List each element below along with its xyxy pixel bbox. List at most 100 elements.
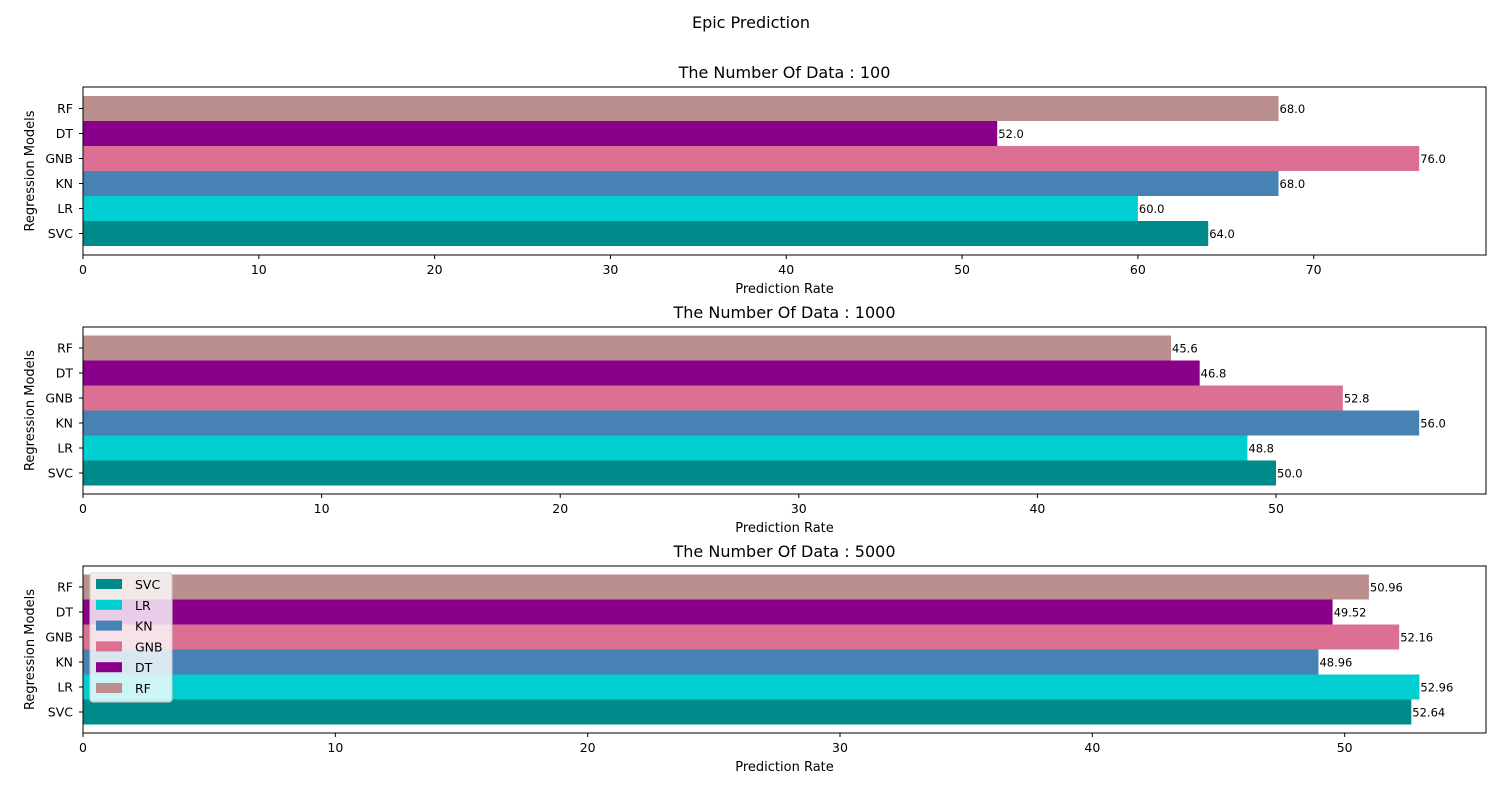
x-tick-label: 40 [1084, 740, 1100, 755]
bar-value-label: 76.0 [1420, 152, 1446, 166]
axes-frame [82, 326, 1487, 495]
legend-label: RF [135, 681, 151, 696]
y-tick-label: RF [57, 580, 73, 595]
bar-lr [83, 196, 1138, 221]
bar-gnb [83, 385, 1343, 411]
axes-frame [82, 565, 1487, 734]
bar-kn [83, 649, 1319, 675]
y-tick-label: SVC [48, 226, 73, 241]
x-tick-label: 30 [832, 740, 848, 755]
x-tick-label: 30 [602, 262, 618, 277]
y-tick-label: KN [55, 416, 73, 431]
legend-box [89, 572, 173, 703]
y-tick-label: SVC [48, 466, 73, 481]
x-tick-label: 0 [79, 740, 87, 755]
bar-kn [83, 410, 1420, 436]
legend-swatch-rf [96, 683, 122, 693]
bar-rf [83, 574, 1369, 600]
legend-swatch-lr [96, 599, 122, 610]
figure-suptitle: Epic Prediction [692, 13, 810, 32]
bar-gnb [83, 146, 1420, 171]
bar-value-label: 52.64 [1412, 706, 1445, 720]
x-tick-label: 50 [1268, 501, 1284, 516]
bar-value-label: 52.16 [1400, 631, 1433, 645]
subplot-title: The Number Of Data : 1000 [673, 303, 896, 322]
y-tick-label: SVC [48, 705, 73, 720]
x-tick-label: 10 [327, 740, 343, 755]
x-tick-label: 50 [954, 262, 970, 277]
y-tick-label: DT [56, 126, 74, 141]
bar-lr [83, 435, 1248, 461]
legend-label: DT [135, 660, 153, 675]
y-tick-label: LR [57, 441, 73, 456]
subplot-1: 64.0 SVC 60.0 LR 68.0 KN 76.0 GNB 52.0 DT 68.0 RF 0 1… [23, 63, 1487, 297]
y-tick-label: LR [57, 680, 73, 695]
legend: SVC LR KN GNB DT RF [89, 572, 173, 703]
x-tick-label: 10 [251, 262, 267, 277]
bar-lr [83, 674, 1420, 700]
bar-value-label: 64.0 [1209, 227, 1235, 241]
y-tick-label: RF [57, 101, 73, 116]
y-tick-label: DT [56, 366, 74, 381]
legend-swatch-dt [96, 662, 122, 673]
bar-value-label: 48.96 [1319, 656, 1352, 670]
y-tick-label: GNB [45, 391, 73, 406]
x-axis-label: Prediction Rate [735, 760, 834, 775]
y-axis-label: Regression Models [23, 589, 38, 710]
bar-value-label: 68.0 [1280, 102, 1306, 116]
legend-swatch-gnb [96, 641, 122, 652]
bar-svc [83, 699, 1412, 725]
bar-value-label: 46.8 [1201, 367, 1227, 381]
axes-frame [82, 86, 1487, 256]
bar-value-label: 45.6 [1172, 342, 1198, 356]
legend-label: GNB [135, 639, 163, 654]
x-tick-label: 0 [79, 501, 87, 516]
legend-label: LR [135, 598, 151, 613]
subplot-title: The Number Of Data : 100 [678, 63, 891, 82]
bar-value-label: 52.0 [998, 127, 1024, 141]
x-tick-label: 50 [1337, 740, 1353, 755]
x-tick-label: 70 [1306, 262, 1322, 277]
bar-value-label: 52.96 [1420, 681, 1453, 695]
x-tick-label: 10 [314, 501, 330, 516]
bar-svc [83, 221, 1209, 246]
x-tick-label: 0 [79, 262, 87, 277]
y-axis-label: Regression Models [23, 110, 38, 231]
x-tick-label: 40 [778, 262, 794, 277]
bar-value-label: 50.0 [1277, 467, 1303, 481]
bar-rf [83, 335, 1172, 361]
legend-swatch-svc [96, 579, 122, 589]
bar-rf [83, 96, 1279, 121]
bar-value-label: 60.0 [1139, 202, 1165, 216]
subplot-3: 52.64 SVC 52.96 LR 48.96 KN 52.16 GNB 49.52 DT 50.… [23, 542, 1487, 775]
y-axis-label: Regression Models [23, 350, 38, 471]
y-tick-label: DT [56, 605, 74, 620]
x-tick-label: 20 [552, 501, 568, 516]
x-tick-label: 40 [1029, 501, 1045, 516]
subplot-2: 50.0 SVC 48.8 LR 56.0 KN 52.8 GNB 46.8 DT 45.6 RF 0 1… [23, 303, 1487, 536]
x-tick-label: 30 [791, 501, 807, 516]
legend-swatch-kn [96, 620, 122, 631]
y-tick-label: KN [55, 176, 73, 191]
y-tick-label: GNB [45, 630, 73, 645]
bar-dt [83, 360, 1200, 386]
bar-svc [83, 460, 1277, 486]
y-tick-label: GNB [45, 151, 73, 166]
bar-value-label: 49.52 [1334, 606, 1367, 620]
x-tick-label: 20 [427, 262, 443, 277]
legend-label: SVC [135, 577, 160, 592]
x-tick-label: 60 [1130, 262, 1146, 277]
bar-kn [83, 171, 1279, 196]
x-axis-label: Prediction Rate [735, 521, 834, 536]
bar-gnb [83, 624, 1400, 650]
bar-value-label: 68.0 [1280, 177, 1306, 191]
bar-dt [83, 121, 998, 146]
bar-value-label: 48.8 [1248, 442, 1274, 456]
legend-label: KN [135, 619, 153, 634]
x-tick-label: 20 [580, 740, 596, 755]
bar-value-label: 52.8 [1344, 392, 1370, 406]
bar-dt [83, 599, 1333, 625]
subplot-title: The Number Of Data : 5000 [673, 542, 896, 561]
bar-value-label: 56.0 [1420, 417, 1446, 431]
